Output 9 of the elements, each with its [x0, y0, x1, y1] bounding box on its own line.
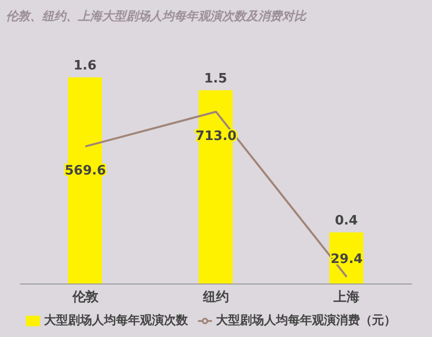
data-label: 0.4 [334, 213, 358, 228]
legend-label: 大型剧场人均每年观演次数 [44, 313, 188, 327]
data-label: 1.6 [73, 58, 97, 74]
x-tick-label: 纽约 [202, 290, 229, 306]
chart-title: 伦敦、纽约、上海大型剧场人均每年观演次数及消费对比 [6, 8, 306, 25]
x-tick-label: 上海 [332, 290, 360, 306]
data-label: 1.5 [204, 71, 228, 86]
x-tick-label: 伦敦 [71, 289, 100, 306]
legend-label: 大型剧场人均每年观演消费（元） [216, 313, 396, 327]
